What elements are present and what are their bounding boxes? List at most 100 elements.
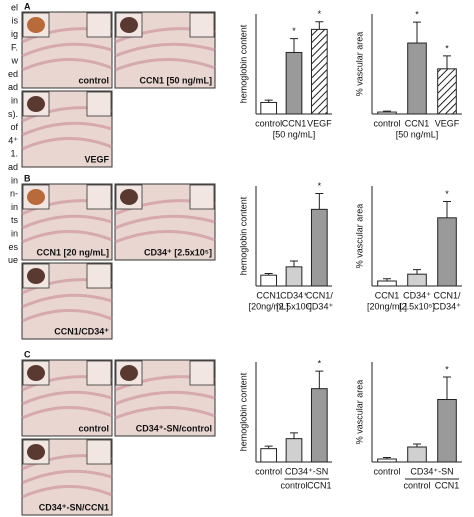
panel-letter: A — [24, 1, 31, 11]
inset — [86, 263, 112, 289]
margin-text: es — [8, 242, 18, 252]
inset — [86, 439, 112, 465]
x-tick-label: VEGF — [435, 118, 460, 128]
margin-text: in — [11, 202, 18, 212]
error-bar — [383, 457, 391, 459]
margin-text: in — [11, 95, 18, 105]
inset — [189, 360, 215, 386]
x-tick-label: CCN1/ — [433, 290, 461, 300]
error-bar — [315, 193, 324, 210]
x-tick-label: CD34⁺ — [280, 290, 308, 300]
margin-text: w — [11, 56, 19, 66]
significance-star: * — [318, 9, 322, 19]
bar — [407, 42, 427, 115]
tissue-stripe — [21, 469, 113, 485]
significance-star: * — [318, 359, 322, 369]
y-axis-label: % vascular area — [354, 380, 364, 445]
x-tick-label: CCN1/ — [306, 290, 334, 300]
error-bar — [264, 445, 273, 449]
tissue-stripe — [21, 390, 113, 406]
y-axis-label: % vascular area — [354, 204, 364, 269]
bar — [285, 438, 303, 463]
x-tick-label: control — [403, 480, 430, 490]
photo-label: CCN1 [20 ng/mL] — [36, 247, 109, 257]
photo-label: control — [79, 423, 110, 433]
category-note: [20ng/mL] — [367, 301, 407, 311]
tissue-stripe — [114, 214, 216, 230]
tissue-stripe — [114, 57, 216, 72]
photo-label: CCN1/CD34⁺ — [54, 326, 109, 336]
category-note: CD34⁺ — [305, 301, 333, 311]
tissue-stripe — [114, 405, 216, 420]
x-tick-label: CCN1 — [307, 480, 332, 490]
error-bar — [413, 21, 421, 44]
bar — [260, 101, 278, 115]
bar — [285, 266, 303, 287]
error-bar — [290, 38, 298, 53]
error-bar — [443, 55, 451, 69]
tissue-stripe — [21, 230, 113, 244]
margin-text: ad — [8, 162, 18, 172]
tissue-stripe — [21, 58, 113, 72]
error-bar — [443, 376, 451, 400]
bar — [377, 280, 397, 287]
margin-text: is — [12, 16, 19, 26]
margin-text: ed — [8, 69, 18, 79]
margin-text: ts — [11, 215, 19, 225]
error-bar — [413, 269, 421, 275]
plug — [27, 17, 45, 33]
inset — [86, 184, 112, 210]
significance-star: * — [445, 43, 449, 53]
bar — [260, 274, 278, 287]
x-tick-label: CCN1 — [375, 290, 400, 300]
error-bar — [443, 200, 451, 218]
x-tick-label: control — [255, 118, 282, 128]
x-tick-label: CCN1 — [405, 118, 430, 128]
tissue-stripe — [21, 121, 113, 137]
margin-text: ig — [11, 29, 18, 39]
category-note: [2.5x10⁵] — [276, 301, 312, 311]
error-bar — [315, 21, 324, 30]
tissue-stripe — [21, 485, 113, 499]
tissue-stripe — [21, 293, 113, 309]
x-tick-label: CCN1 — [435, 480, 460, 490]
significance-star: * — [445, 189, 449, 199]
bar — [407, 273, 427, 287]
significance-star: * — [292, 26, 296, 36]
inset — [189, 184, 215, 210]
x-tick-label: CCN1 — [282, 118, 307, 128]
error-bar — [315, 370, 324, 389]
photo-label: control — [79, 75, 110, 85]
photo-label: CD34⁺ [2.5x10⁵] — [144, 247, 212, 257]
error-bar — [290, 432, 298, 439]
margin-text: el — [11, 2, 18, 12]
tissue-stripe — [114, 229, 216, 244]
plug — [120, 365, 138, 381]
tissue-stripe — [21, 214, 113, 230]
error-bar — [264, 273, 273, 276]
error-bar — [383, 110, 391, 113]
bar — [285, 51, 303, 115]
x-tick-label: control — [255, 466, 282, 476]
category-note: [2.5x10⁵] — [399, 301, 435, 311]
category-note: [50 ng/mL] — [396, 129, 439, 139]
photo-label: CD34⁺-SN/control — [136, 423, 212, 433]
x-tick-label: CD34⁺ — [403, 290, 431, 300]
tissue-stripe — [114, 42, 216, 58]
photo-label: CCN1 [50 ng/mL] — [139, 75, 212, 85]
plug — [27, 189, 45, 205]
bar — [437, 399, 457, 463]
tissue-stripe — [21, 137, 113, 151]
category-note: [50 ng/mL] — [273, 129, 316, 139]
margin-text: in — [11, 175, 18, 185]
significance-star: * — [415, 9, 419, 19]
margin-text: 4⁺ — [8, 135, 18, 145]
x-tick-label: control — [373, 118, 400, 128]
margin-text: s). — [8, 109, 18, 119]
error-bar — [383, 278, 391, 281]
group-label: CD34⁺-SN — [410, 466, 453, 476]
plug — [27, 444, 45, 460]
panel-letter: B — [24, 173, 31, 183]
plug — [120, 17, 138, 33]
